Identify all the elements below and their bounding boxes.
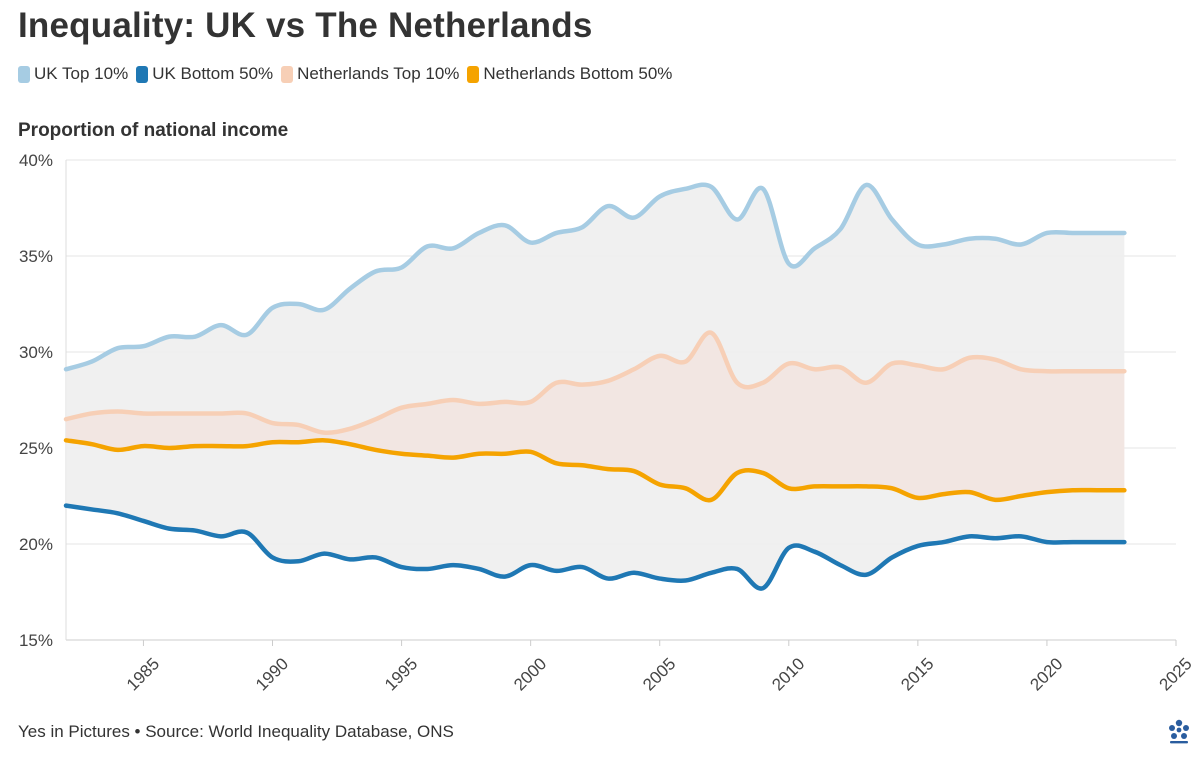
logo-icon <box>1169 719 1189 744</box>
legend-label-nl-top: Netherlands Top 10% <box>297 64 460 83</box>
legend-label-nl-bottom: Netherlands Bottom 50% <box>483 64 673 83</box>
y-axis-title: Proportion of national income <box>18 120 289 141</box>
y-tick-label-20: 20% <box>19 535 53 554</box>
y-tick-label-25: 25% <box>19 439 53 458</box>
legend-label-uk-bottom: UK Bottom 50% <box>152 64 274 83</box>
y-tick-label-30: 30% <box>19 343 53 362</box>
x-tick-label-2000: 2000 <box>510 654 550 694</box>
series-line-nl-bottom <box>63 438 1127 503</box>
series-line-uk-bottom <box>63 503 1127 591</box>
legend-swatch-nl-top <box>281 65 294 83</box>
x-tick-label-2015: 2015 <box>897 654 937 694</box>
chart-title: Inequality: UK vs The Netherlands <box>18 6 593 45</box>
series-line-nl-top <box>63 330 1127 435</box>
series-line-uk-top <box>63 182 1127 372</box>
y-tick-label-15: 15% <box>19 631 53 650</box>
legend-label-uk-top: UK Top 10% <box>34 64 129 83</box>
legend-swatch-nl-bottom <box>467 65 480 83</box>
y-tick-label-40: 40% <box>19 151 53 170</box>
legend: UK Top 10% UK Bottom 50% Netherlands Top… <box>18 64 680 84</box>
x-tick-label-2025: 2025 <box>1155 654 1195 694</box>
x-tick-label-1995: 1995 <box>381 654 421 694</box>
band-1 <box>66 332 1125 501</box>
y-tick-label-35: 35% <box>19 247 53 266</box>
x-tick-label-1990: 1990 <box>252 654 292 694</box>
legend-item-uk-top[interactable]: UK Top 10% <box>18 64 128 84</box>
legend-swatch-uk-top <box>18 65 30 83</box>
x-tick-label-2020: 2020 <box>1026 654 1066 694</box>
x-tick-label-2010: 2010 <box>768 654 808 694</box>
legend-item-uk-bottom[interactable]: UK Bottom 50% <box>136 64 273 84</box>
legend-item-nl-top[interactable]: Netherlands Top 10% <box>281 64 459 84</box>
legend-swatch-uk-bottom <box>136 65 149 83</box>
source-footer: Yes in Pictures • Source: World Inequali… <box>18 722 454 741</box>
x-tick-label-2005: 2005 <box>639 654 679 694</box>
legend-item-nl-bottom[interactable]: Netherlands Bottom 50% <box>467 64 672 84</box>
x-tick-label-1985: 1985 <box>123 654 163 694</box>
